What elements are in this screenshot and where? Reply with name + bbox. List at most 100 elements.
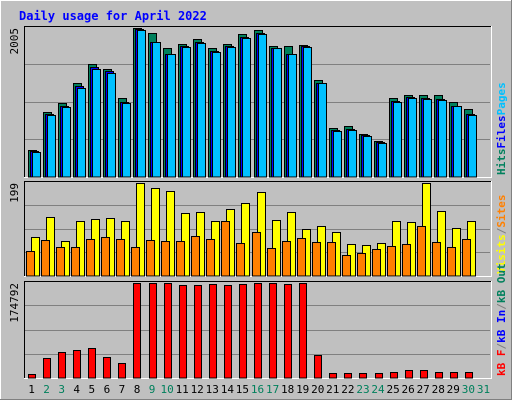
x-tick-label-day-11: 11 bbox=[176, 383, 189, 396]
bar-sites-day-23 bbox=[357, 253, 366, 277]
x-tick-label-day-19: 19 bbox=[296, 383, 309, 396]
bar-pages-day-29 bbox=[453, 106, 462, 178]
bar-sites-day-27 bbox=[417, 226, 426, 277]
bar-kb-f-day-1 bbox=[28, 374, 36, 379]
chart-title: Daily usage for April 2022 bbox=[19, 9, 207, 23]
bar-kb-f-day-2 bbox=[43, 358, 51, 379]
bar-sites-day-28 bbox=[432, 242, 441, 277]
bar-kb-f-day-29 bbox=[450, 372, 458, 379]
panel-kbytes-legend: kB F/kB In/kB Out bbox=[495, 263, 508, 376]
bar-pages-day-11 bbox=[182, 47, 191, 178]
bar-kb-f-day-28 bbox=[435, 372, 443, 379]
bar-sites-day-25 bbox=[387, 246, 396, 277]
bar-kb-f-day-19 bbox=[299, 283, 307, 379]
bar-sites-day-14 bbox=[221, 221, 230, 277]
bar-pages-day-3 bbox=[62, 107, 71, 178]
legend-entry: kB In bbox=[495, 310, 508, 343]
bar-pages-day-23 bbox=[363, 136, 372, 178]
legend-entry: / bbox=[495, 227, 508, 234]
x-tick-label-day-14: 14 bbox=[221, 383, 235, 396]
bar-pages-day-18 bbox=[288, 54, 297, 178]
bar-kb-f-day-17 bbox=[269, 283, 277, 379]
x-tick-label-day-24: 24 bbox=[371, 383, 385, 396]
x-tick-label-day-28: 28 bbox=[432, 383, 445, 396]
bar-pages-day-28 bbox=[438, 100, 447, 178]
bar-pages-day-4 bbox=[77, 88, 86, 178]
x-tick-label-day-15: 15 bbox=[236, 383, 249, 396]
bar-sites-day-21 bbox=[327, 242, 336, 277]
bar-pages-day-2 bbox=[47, 115, 56, 178]
bar-sites-day-13 bbox=[206, 239, 215, 277]
bar-kb-f-day-27 bbox=[420, 370, 428, 379]
bar-pages-day-25 bbox=[393, 102, 402, 178]
bar-sites-day-7 bbox=[116, 239, 125, 277]
bar-kb-f-day-3 bbox=[58, 352, 66, 379]
x-tick-label-day-7: 7 bbox=[119, 383, 126, 396]
x-tick-label-day-18: 18 bbox=[281, 383, 294, 396]
bar-pages-day-24 bbox=[378, 143, 387, 178]
bar-sites-day-20 bbox=[312, 242, 321, 277]
panel-kbytes-max-label: 174792 bbox=[8, 283, 21, 323]
x-tick-label-day-5: 5 bbox=[88, 383, 95, 396]
bar-pages-day-20 bbox=[318, 83, 327, 178]
bar-kb-f-day-7 bbox=[118, 363, 126, 379]
x-tick-label-day-1: 1 bbox=[28, 383, 35, 396]
bar-visits-day-10 bbox=[166, 191, 175, 277]
bar-pages-day-12 bbox=[197, 43, 206, 178]
bar-kb-f-day-12 bbox=[194, 285, 202, 379]
x-tick-label-day-4: 4 bbox=[73, 383, 80, 396]
bar-sites-day-3 bbox=[56, 247, 65, 277]
panel-visits-sites-max-label: 199 bbox=[8, 183, 21, 203]
bar-pages-day-7 bbox=[122, 103, 131, 178]
bar-kb-f-day-4 bbox=[73, 350, 81, 379]
bar-pages-day-9 bbox=[152, 42, 161, 178]
panel-hits-files-pages-max-label: 2005 bbox=[8, 28, 21, 55]
bar-sites-day-1 bbox=[26, 251, 35, 277]
bar-kb-f-day-8 bbox=[133, 283, 141, 379]
bar-sites-day-11 bbox=[176, 241, 185, 277]
x-tick-label-day-21: 21 bbox=[326, 383, 339, 396]
bar-kb-f-day-23 bbox=[359, 373, 367, 379]
bar-kb-f-day-10 bbox=[164, 283, 172, 379]
bar-sites-day-9 bbox=[146, 240, 155, 277]
x-tick-label-day-12: 12 bbox=[191, 383, 204, 396]
bar-kb-f-day-14 bbox=[224, 285, 232, 379]
bar-kb-f-day-25 bbox=[390, 372, 398, 379]
bar-sites-day-6 bbox=[101, 237, 110, 277]
x-tick-label-day-31: 31 bbox=[477, 383, 490, 396]
bar-visits-day-8 bbox=[136, 183, 145, 277]
bar-sites-day-2 bbox=[41, 240, 50, 277]
x-tick-label-day-30: 30 bbox=[462, 383, 475, 396]
chart-marks: 2005HitsFilesPages199Visits/Sites174792k… bbox=[8, 26, 508, 396]
bar-pages-day-15 bbox=[242, 38, 251, 178]
bar-pages-day-30 bbox=[468, 115, 477, 178]
bar-sites-day-19 bbox=[297, 238, 306, 277]
bar-pages-day-14 bbox=[227, 47, 236, 178]
bar-pages-day-1 bbox=[32, 152, 41, 178]
bar-pages-day-27 bbox=[423, 99, 432, 178]
x-tick-label-day-29: 29 bbox=[447, 383, 460, 396]
bar-pages-day-17 bbox=[273, 48, 282, 178]
bar-sites-day-17 bbox=[267, 248, 276, 277]
x-tick-label-day-27: 27 bbox=[417, 383, 430, 396]
bar-sites-day-16 bbox=[252, 232, 261, 277]
bar-sites-day-5 bbox=[86, 239, 95, 277]
bar-sites-day-22 bbox=[342, 255, 351, 277]
bar-kb-f-day-18 bbox=[284, 284, 292, 379]
bar-kb-f-day-6 bbox=[103, 357, 111, 379]
panel-visits-sites-legend: Visits/Sites bbox=[495, 195, 508, 275]
bar-kb-f-day-9 bbox=[149, 283, 157, 379]
bar-sites-day-15 bbox=[236, 243, 245, 277]
bar-pages-day-22 bbox=[348, 130, 357, 178]
legend-entry: Hits bbox=[495, 149, 508, 176]
legend-entry: Visits bbox=[495, 234, 508, 274]
bar-kb-f-day-30 bbox=[465, 372, 473, 379]
bar-pages-day-26 bbox=[408, 98, 417, 178]
bar-sites-day-26 bbox=[402, 244, 411, 277]
legend-entry: kB Out bbox=[495, 263, 508, 303]
bar-kb-f-day-20 bbox=[314, 355, 322, 379]
x-tick-label-day-3: 3 bbox=[58, 383, 65, 396]
x-tick-label-day-25: 25 bbox=[386, 383, 399, 396]
bar-pages-day-10 bbox=[167, 54, 176, 178]
legend-entry: / bbox=[495, 343, 508, 350]
